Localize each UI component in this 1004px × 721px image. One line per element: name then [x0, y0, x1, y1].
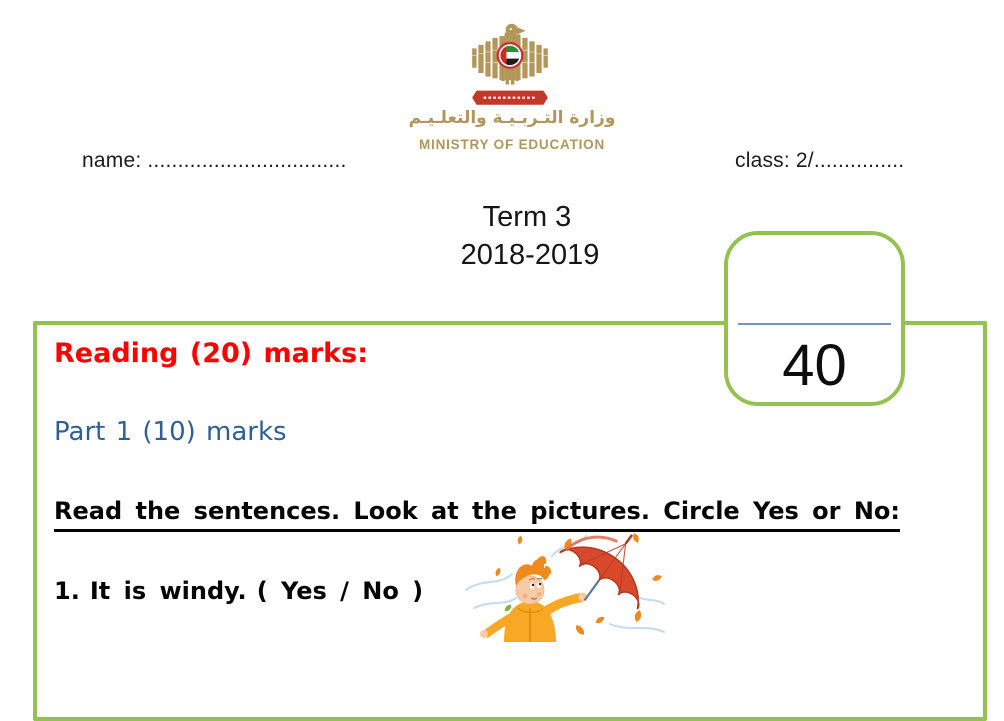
uae-falcon-emblem-icon	[472, 23, 548, 105]
score-divider-line	[738, 323, 891, 325]
total-marks-value: 40	[782, 332, 847, 398]
boy-with-umbrella-in-wind-icon	[465, 533, 665, 642]
term-heading: Term 3	[482, 201, 572, 233]
school-year-heading: 2018-2019	[460, 239, 600, 271]
instruction-text: Read the sentences. Look at the pictures…	[54, 497, 900, 532]
ministry-english-title: MINISTRY OF EDUCATION	[418, 137, 606, 152]
student-name-field: name: .................................	[82, 149, 347, 172]
student-class-field: class: 2/...............	[735, 149, 905, 172]
ministry-arabic-title: وزارة التـربـيـة والتعلـيـم	[408, 108, 616, 128]
question-1-text: It is windy.	[89, 577, 247, 605]
reading-section-title: Reading (20) marks:	[54, 338, 368, 369]
question-1: 1. It is windy. ( Yes / No )	[54, 577, 433, 605]
part-1-subtitle: Part 1 (10) marks	[54, 417, 287, 447]
total-marks-box: 40	[724, 231, 905, 406]
worksheet-page: { "header": { "emblem_icon": "uae-falcon…	[33, 23, 987, 721]
question-1-number: 1.	[54, 577, 80, 605]
question-1-options[interactable]: ( Yes / No )	[256, 577, 424, 605]
